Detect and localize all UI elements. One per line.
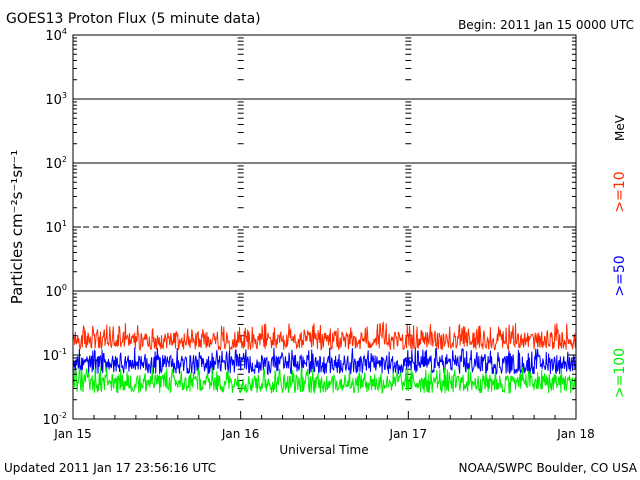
y-tick-label: 104 bbox=[45, 27, 67, 44]
legend-unit: MeV bbox=[613, 114, 627, 141]
series-line bbox=[72, 321, 577, 352]
x-tick-label: Jan 16 bbox=[221, 427, 260, 441]
legend-entry: >=100 bbox=[612, 348, 628, 398]
y-tick-label: 102 bbox=[45, 155, 67, 172]
y-tick-label: 10-2 bbox=[42, 411, 67, 428]
y-tick-label: 100 bbox=[45, 283, 67, 300]
x-axis-ticks: Jan 15 Jan 16 Jan 17 Jan 18 bbox=[53, 411, 595, 441]
updated-time: Updated 2011 Jan 17 23:56:16 UTC bbox=[4, 461, 216, 475]
y-axis-ticks: 10-2 10-1 100 101 102 103 104 bbox=[42, 27, 576, 428]
y-tick-label: 10-1 bbox=[42, 347, 67, 364]
grid-lines bbox=[73, 98, 576, 292]
x-axis-label: Universal Time bbox=[279, 443, 368, 457]
credit: NOAA/SWPC Boulder, CO USA bbox=[459, 461, 638, 475]
x-tick-label: Jan 15 bbox=[53, 427, 92, 441]
y-tick-label: 103 bbox=[45, 91, 67, 108]
series-line bbox=[72, 347, 577, 376]
series-layer bbox=[72, 321, 577, 394]
chart-title: GOES13 Proton Flux (5 minute data) bbox=[6, 11, 261, 27]
x-tick-label: Jan 18 bbox=[556, 427, 595, 441]
legend-entry: >=10 bbox=[612, 171, 628, 212]
series-line bbox=[72, 366, 577, 394]
y-tick-label: 101 bbox=[45, 219, 67, 236]
begin-time: Begin: 2011 Jan 15 0000 UTC bbox=[458, 18, 634, 32]
x-tick-label: Jan 17 bbox=[389, 427, 428, 441]
y-axis-label: Particles cm⁻²s⁻¹sr⁻¹ bbox=[8, 150, 26, 304]
legend-entry: >=50 bbox=[612, 255, 628, 296]
legend: >=10 >=50 >=100 MeV bbox=[612, 114, 628, 398]
